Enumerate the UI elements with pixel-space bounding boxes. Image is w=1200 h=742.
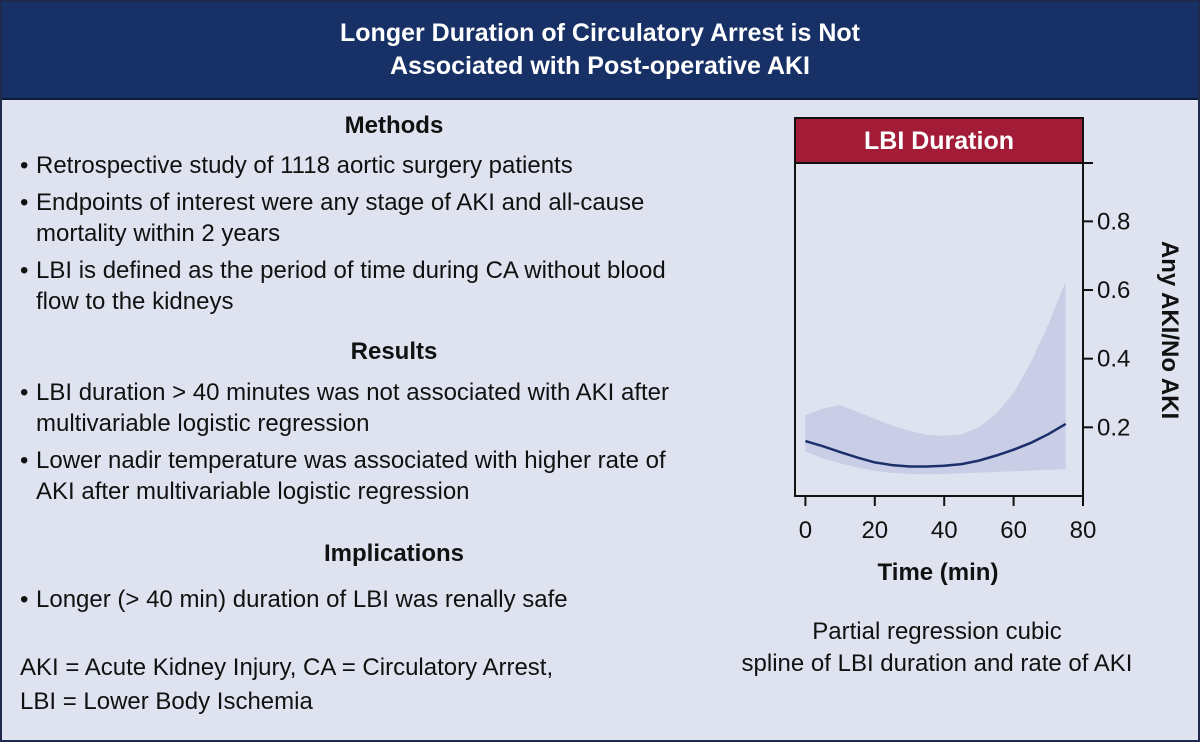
x-axis-label: Time (min): [878, 559, 999, 586]
methods-bullet-2: • Endpoints of interest were any stage o…: [20, 187, 780, 249]
y-tick-label: 0.6: [1097, 277, 1130, 304]
x-tick-label: 40: [931, 517, 958, 544]
results-bullet-2: • Lower nadir temperature was associated…: [20, 445, 780, 507]
methods-bullet-3-line-2: flow to the kidneys: [36, 288, 234, 315]
chart-caption: Partial regression cubic spline of LBI d…: [702, 616, 1172, 680]
y-tick-label: 0.8: [1097, 208, 1130, 235]
implications-bullet-1: • Longer (> 40 min) duration of LBI was …: [20, 584, 780, 615]
x-axis-ticks: 0 20 40 60 80: [799, 496, 1097, 544]
bullet-dot: •: [20, 152, 29, 179]
spline-line: [805, 422, 1067, 468]
methods-bullet-1: • Retrospective study of 1118 aortic sur…: [20, 150, 780, 181]
title-line-1: Longer Duration of Circulatory Arrest is…: [340, 19, 860, 47]
x-tick-label: 80: [1070, 517, 1097, 544]
methods-bullet-3-line-1: LBI is defined as the period of time dur…: [36, 257, 666, 284]
methods-bullet-2-line-1: Endpoints of interest were any stage of …: [36, 189, 645, 216]
bullet-dot: •: [20, 189, 29, 216]
results-bullet-1-line-2: multivariable logistic regression: [36, 410, 370, 437]
abbreviations-line-2: LBI = Lower Body Ischemia: [20, 688, 313, 715]
plot-frame: [794, 162, 1084, 497]
results-bullet-2-line-2: AKI after multivariable logistic regress…: [36, 478, 470, 505]
results-bullet-1-line-1: LBI duration > 40 minutes was not associ…: [36, 379, 670, 406]
methods-bullet-1-line-1: Retrospective study of 1118 aortic surge…: [36, 152, 573, 179]
caption-line-2: spline of LBI duration and rate of AKI: [741, 650, 1133, 677]
results-bullet-1: • LBI duration > 40 minutes was not asso…: [20, 377, 780, 439]
x-tick-label: 0: [799, 517, 812, 544]
bullet-dot: •: [20, 257, 29, 284]
y-tick-label: 0.4: [1097, 346, 1130, 373]
confidence-band: [805, 281, 1066, 475]
implications-bullet-1-line-1: Longer (> 40 min) duration of LBI was re…: [36, 586, 568, 613]
methods-heading: Methods: [344, 112, 444, 139]
chart-title-bar: [794, 117, 1084, 164]
title-banner: Longer Duration of Circulatory Arrest is…: [2, 2, 1198, 100]
chart-title: LBI Duration: [864, 127, 1014, 155]
implications-heading: Implications: [323, 540, 465, 567]
abbreviations-line-1: AKI = Acute Kidney Injury, CA = Circulat…: [20, 654, 554, 681]
x-tick-label: 60: [1000, 517, 1027, 544]
bullet-dot: •: [20, 586, 29, 613]
results-bullet-2-line-1: Lower nadir temperature was associated w…: [36, 447, 666, 474]
bullet-dot: •: [20, 379, 29, 406]
results-heading: Results: [350, 338, 438, 365]
title-line-2: Associated with Post-operative AKI: [390, 52, 810, 80]
y-tick-label: 0.2: [1097, 414, 1130, 441]
y-axis-label: Any AKI/No AKI: [1156, 241, 1183, 419]
methods-bullet-2-line-2: mortality within 2 years: [36, 220, 281, 247]
x-tick-label: 20: [861, 517, 888, 544]
bullet-dot: •: [20, 447, 29, 474]
caption-line-1: Partial regression cubic: [812, 618, 1062, 645]
methods-bullet-3: • LBI is defined as the period of time d…: [20, 255, 780, 317]
y-axis-ticks: 0.2 0.4 0.6 0.8: [1083, 162, 1130, 441]
